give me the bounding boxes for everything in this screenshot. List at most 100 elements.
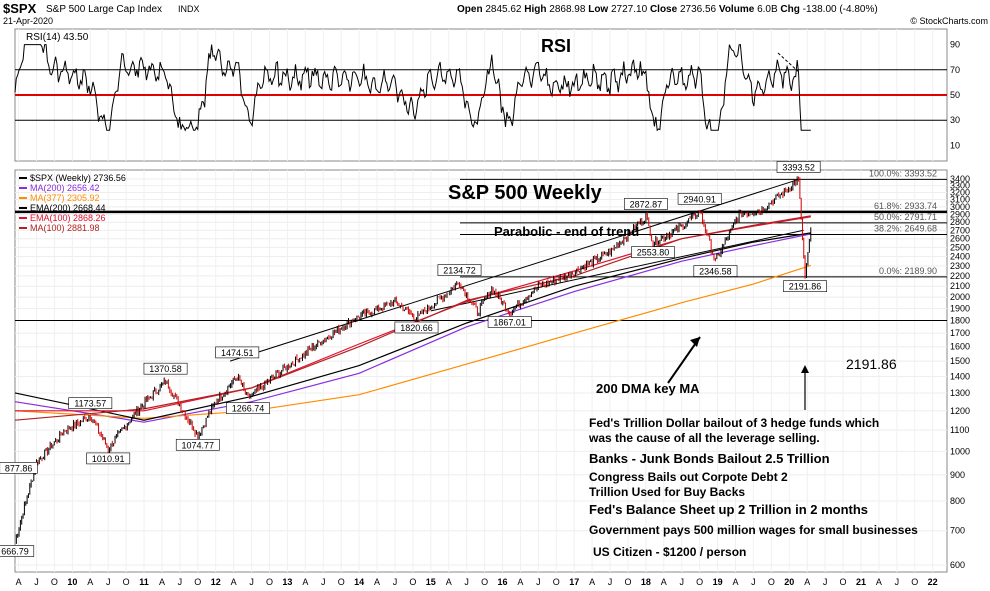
x-tick-label: J (34, 577, 39, 587)
point-label: 1266.74 (226, 402, 270, 415)
price-tick-label: 2100 (950, 281, 970, 291)
trend-line-lower (430, 229, 804, 312)
rsi-tick-label: 90 (950, 40, 960, 50)
x-tick-label: 21 (856, 577, 866, 587)
price-tick-label: 1200 (950, 406, 970, 416)
x-tick-label: O (553, 577, 560, 587)
point-label-box (623, 198, 668, 210)
point-label-box (776, 161, 821, 173)
point-label-text: 2191.86 (789, 282, 822, 292)
x-tick-label: A (661, 577, 667, 587)
x-tick-label: J (895, 577, 900, 587)
volume-label: Volume (719, 4, 755, 15)
point-label: 2134.72 (437, 264, 482, 276)
price-tick-label: 1300 (950, 388, 970, 398)
close-label: Close (650, 4, 678, 15)
price-tick-label: 2600 (950, 234, 970, 244)
point-label-box (215, 346, 260, 359)
point-label-box (86, 452, 131, 465)
annotation-dma: 200 DMA key MA (596, 381, 700, 396)
point-label: 1474.51 (215, 346, 260, 359)
point-label-box (437, 264, 482, 276)
x-tick-label: O (481, 577, 488, 587)
x-tick-label: J (393, 577, 398, 587)
low-arrowhead (801, 365, 809, 373)
x-tick-label: A (302, 577, 308, 587)
annotation-arrows (667, 52, 809, 410)
x-tick-label: J (321, 577, 326, 587)
annotation-congress-line1: Congress Bails out Corpote Debt 2 (589, 470, 788, 484)
rsi-line (14, 44, 811, 132)
high-label: High (524, 4, 546, 15)
point-label-text: 1010.91 (92, 454, 125, 464)
price-tick-label: 1700 (950, 328, 970, 338)
high-value: 2868.98 (549, 4, 586, 15)
x-tick-label: A (374, 577, 380, 587)
price-tick-label: 900 (950, 470, 965, 480)
x-tick-label: J (178, 577, 183, 587)
annotation-fed-bailout-line1: Fed's Trillion Dollar bailout of 3 hedge… (589, 416, 879, 430)
rsi-tick-label: 70 (950, 65, 960, 75)
trend-line-upper (229, 178, 799, 362)
point-label: 2940.91 (677, 192, 722, 205)
price-tick-label: 1800 (950, 316, 970, 326)
x-tick-label: O (123, 577, 130, 587)
x-tick-label: O (911, 577, 918, 587)
annotation-fed-balance: Fed's Balance Sheet up 2 Trillion in 2 m… (589, 502, 868, 517)
point-label: 1010.91 (86, 452, 131, 465)
x-tick-label: A (804, 577, 810, 587)
point-label-text: 1474.51 (221, 348, 254, 358)
price-tick-label: 2800 (950, 217, 970, 227)
point-label: 1173.57 (68, 397, 113, 410)
annotation-low-value: 2191.86 (846, 356, 897, 372)
price-tick-label: 1600 (950, 342, 970, 352)
point-label-text: 2346.58 (699, 267, 732, 277)
legend-label: MA(100) 2881.98 (30, 223, 100, 233)
annotation-fed-bailout: Fed's Trillion Dollar bailout of 3 hedge… (588, 416, 883, 445)
point-label: 3393.52 (776, 161, 821, 173)
chg-label: Chg (780, 4, 799, 15)
x-tick-label: 20 (784, 577, 794, 587)
x-tick-label: J (464, 577, 469, 587)
x-tick-label: J (106, 577, 111, 587)
x-tick-label: 22 (928, 577, 938, 587)
price-tick-label: 3200 (950, 187, 970, 197)
price-title: S&P 500 Weekly (448, 182, 603, 204)
close-value: 2736.56 (680, 4, 717, 15)
x-tick-label: J (823, 577, 828, 587)
x-tick-label: O (51, 577, 58, 587)
x-axis: A J O 10 A J O 11 A J O 12 A J O 13 A J O 14 A J O 15 A J O 16 A J O 17… (16, 577, 938, 587)
open-label: Open (457, 4, 483, 15)
fib-label: 38.2%: 2649.68 (874, 223, 937, 233)
price-tick-label: 1000 (950, 446, 970, 456)
price-tick-label: 800 (950, 496, 965, 506)
x-tick-label: J (751, 577, 756, 587)
price-tick-label: 2300 (950, 261, 970, 271)
x-tick-label: A (159, 577, 165, 587)
point-label-box (487, 316, 532, 328)
point-label-text: 666.79 (1, 547, 29, 557)
x-tick-label: 16 (497, 577, 507, 587)
symbol: $SPX (3, 1, 37, 16)
price-tick-label: 2700 (950, 225, 970, 235)
price-tick-label: 3400 (950, 174, 970, 184)
price-tick-label: 2000 (950, 292, 970, 302)
fib-label: 50.0%: 2791.71 (874, 212, 937, 222)
rsi-tick-label: 50 (950, 90, 960, 100)
point-label: 2191.86 (783, 280, 827, 292)
price-tick-label: 2400 (950, 252, 970, 262)
chg-value: -138.00 (-4.80%) (803, 4, 878, 15)
x-tick-label: O (194, 577, 201, 587)
point-label: 1820.66 (394, 321, 439, 334)
x-tick-label: J (249, 577, 254, 587)
point-label: 1867.01 (487, 316, 532, 328)
point-label-box (143, 362, 188, 375)
rsi-legend: RSI(14) 43.50 (26, 32, 89, 43)
point-label-text: 1074.77 (182, 440, 215, 450)
annotation-congress-line2: Trillion Used for Buy Backs (589, 485, 745, 499)
point-label: 2553.80 (631, 246, 675, 258)
legend-label: MA(377) 2305.92 (30, 193, 100, 203)
x-tick-label: 15 (426, 577, 436, 587)
x-tick-label: 12 (211, 577, 221, 587)
